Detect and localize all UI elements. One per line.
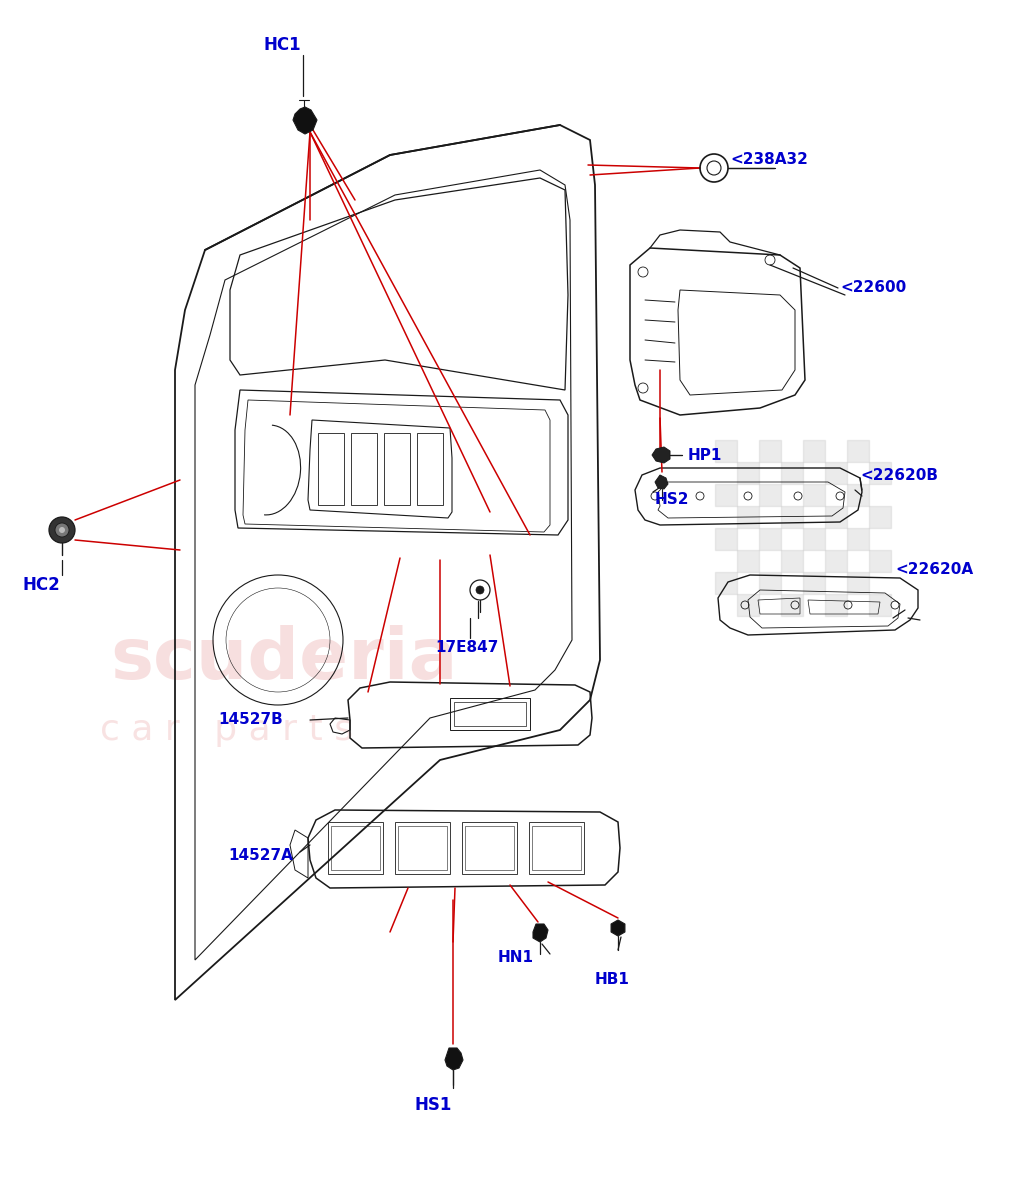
Text: <22620B: <22620B <box>860 468 938 484</box>
Bar <box>803 528 825 550</box>
Bar <box>318 433 344 505</box>
Bar <box>759 484 781 506</box>
Polygon shape <box>655 475 668 490</box>
Bar <box>847 440 869 462</box>
Bar <box>825 594 847 616</box>
Bar <box>737 506 759 528</box>
Text: HC1: HC1 <box>263 36 301 54</box>
Circle shape <box>49 517 75 542</box>
Bar <box>395 822 450 874</box>
Bar <box>715 440 737 462</box>
Circle shape <box>59 527 65 533</box>
Circle shape <box>56 523 69 538</box>
Text: <238A32: <238A32 <box>730 152 808 168</box>
Text: HP1: HP1 <box>688 448 723 462</box>
Bar <box>781 594 803 616</box>
Bar <box>825 462 847 484</box>
Bar <box>737 550 759 572</box>
Bar <box>465 826 514 870</box>
Bar <box>715 484 737 506</box>
Polygon shape <box>533 924 548 942</box>
Text: HN1: HN1 <box>498 950 534 966</box>
Bar <box>781 550 803 572</box>
Text: 14527A: 14527A <box>228 847 293 863</box>
Text: <22620A: <22620A <box>895 563 974 577</box>
Bar <box>781 462 803 484</box>
Bar <box>759 528 781 550</box>
Bar <box>825 550 847 572</box>
Bar <box>715 572 737 594</box>
Bar <box>328 822 383 874</box>
Bar <box>454 702 526 726</box>
Bar <box>825 506 847 528</box>
Bar <box>759 572 781 594</box>
Text: HS2: HS2 <box>655 492 690 508</box>
Bar <box>869 594 891 616</box>
Bar <box>847 528 869 550</box>
Polygon shape <box>293 107 317 134</box>
Bar <box>351 433 377 505</box>
Bar <box>869 550 891 572</box>
Circle shape <box>476 586 484 594</box>
Text: c a r   p a r t s: c a r p a r t s <box>100 713 354 746</box>
Bar <box>398 826 447 870</box>
Polygon shape <box>445 1048 463 1070</box>
Bar <box>759 440 781 462</box>
Bar <box>450 698 530 730</box>
Bar <box>847 572 869 594</box>
Polygon shape <box>652 446 670 463</box>
Text: scuderia: scuderia <box>110 625 457 695</box>
Bar <box>803 440 825 462</box>
Bar <box>529 822 584 874</box>
Bar <box>869 462 891 484</box>
Text: HB1: HB1 <box>595 972 630 988</box>
Bar <box>737 594 759 616</box>
Polygon shape <box>611 920 625 936</box>
Bar <box>417 433 443 505</box>
Text: HC2: HC2 <box>22 576 60 594</box>
Bar <box>462 822 517 874</box>
Text: 14527B: 14527B <box>218 713 283 727</box>
Bar <box>803 484 825 506</box>
Bar <box>803 572 825 594</box>
Text: 17E847: 17E847 <box>435 641 499 655</box>
Bar <box>384 433 410 505</box>
Bar <box>715 528 737 550</box>
Bar <box>847 484 869 506</box>
Bar <box>869 506 891 528</box>
Text: HS1: HS1 <box>414 1096 451 1114</box>
Bar <box>533 826 581 870</box>
Bar <box>737 462 759 484</box>
Text: <22600: <22600 <box>840 281 907 295</box>
Bar <box>331 826 380 870</box>
Bar <box>781 506 803 528</box>
